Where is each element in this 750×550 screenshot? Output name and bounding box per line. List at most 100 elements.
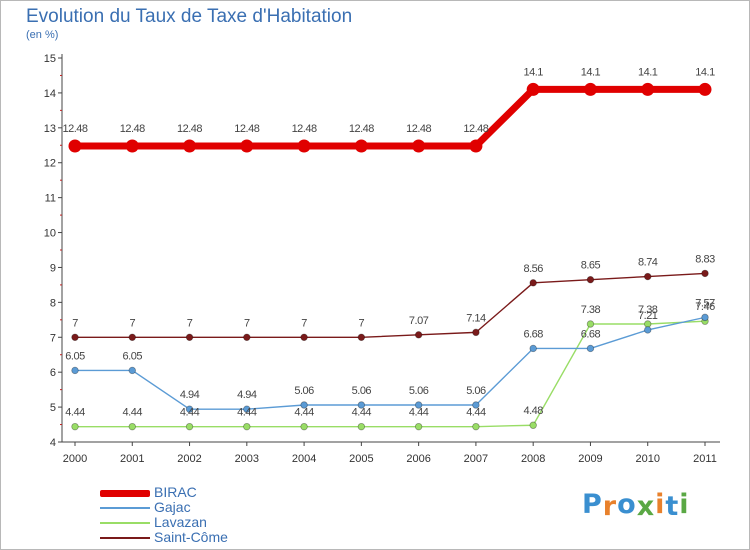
x-tick-label: 2002 <box>177 453 201 465</box>
x-tick-label: 2000 <box>63 453 87 465</box>
x-tick-label: 2007 <box>464 453 488 465</box>
data-point-lavazan <box>128 422 136 431</box>
data-label-lavazan: 4.44 <box>65 407 85 419</box>
legend-item: BIRAC <box>100 484 300 502</box>
legend-swatch <box>100 507 150 509</box>
x-tick-label: 2006 <box>406 453 430 465</box>
data-point-birac <box>125 139 139 153</box>
y-tick-label: 13 <box>44 123 56 135</box>
data-point-saint-côme <box>529 279 537 287</box>
data-label-birac: 12.48 <box>349 123 374 135</box>
data-point-gajac <box>357 401 366 409</box>
data-point-lavazan <box>300 422 308 431</box>
data-label-birac: 12.48 <box>177 123 202 135</box>
data-label-lavazan: 4.44 <box>466 407 486 419</box>
legend-swatch <box>100 489 150 497</box>
data-label-gajac: 5.06 <box>466 385 486 397</box>
data-label-lavazan: 4.44 <box>352 407 372 419</box>
data-point-gajac <box>414 401 423 409</box>
x-tick-label: 2011 <box>693 453 717 465</box>
data-label-birac: 14.1 <box>638 66 658 78</box>
data-label-saint-côme: 7.14 <box>466 312 486 324</box>
data-label-saint-côme: 7 <box>129 317 135 329</box>
y-tick-label: 11 <box>45 193 56 205</box>
data-label-birac: 14.1 <box>523 66 543 78</box>
data-label-saint-côme: 7 <box>187 317 193 329</box>
data-label-gajac: 5.06 <box>294 385 314 397</box>
data-point-lavazan <box>414 422 423 431</box>
data-point-birac <box>583 82 597 96</box>
data-point-saint-côme <box>71 333 79 341</box>
logo-letter: i <box>655 489 666 520</box>
data-label-gajac: 6.05 <box>123 350 143 362</box>
data-label-gajac: 4.94 <box>180 389 200 401</box>
data-label-birac: 12.48 <box>463 123 488 135</box>
data-point-lavazan <box>586 320 595 328</box>
data-point-gajac <box>701 313 709 322</box>
data-label-birac: 14.1 <box>581 66 601 78</box>
data-point-saint-côme <box>586 275 595 284</box>
legend-item: Gajac <box>100 499 300 517</box>
x-tick-label: 2005 <box>349 453 373 465</box>
data-point-saint-côme <box>472 328 480 337</box>
data-label-gajac: 6.68 <box>523 328 543 340</box>
legend-swatch <box>100 537 150 539</box>
data-label-birac: 14.1 <box>695 66 715 78</box>
data-label-saint-côme: 7 <box>72 317 78 329</box>
y-tick-label: 4 <box>50 437 56 449</box>
data-point-lavazan <box>71 422 79 431</box>
data-label-gajac: 5.06 <box>352 385 372 397</box>
legend-label: Saint-Côme <box>154 529 228 545</box>
data-point-birac <box>297 139 311 153</box>
series-line-gajac <box>74 316 706 410</box>
data-label-lavazan: 4.44 <box>123 407 143 419</box>
data-point-lavazan <box>243 422 251 431</box>
data-point-birac <box>354 139 368 153</box>
logo-letter: x <box>636 491 656 522</box>
data-label-saint-côme: 8.56 <box>523 263 543 275</box>
data-point-saint-côme <box>128 333 136 341</box>
data-label-birac: 12.48 <box>120 123 145 135</box>
data-label-gajac: 5.06 <box>409 385 429 397</box>
legend-label: Gajac <box>154 499 191 515</box>
data-point-birac <box>412 139 426 153</box>
data-label-lavazan: 7.38 <box>581 304 601 316</box>
data-point-birac <box>183 139 197 153</box>
series-line-saint-côme <box>74 272 706 338</box>
data-label-saint-côme: 7.07 <box>409 315 429 327</box>
data-point-saint-côme <box>300 333 308 341</box>
data-point-saint-côme <box>185 333 194 341</box>
data-label-saint-côme: 7 <box>244 317 250 329</box>
y-tick-label: 5 <box>50 402 56 414</box>
logo-letter: r <box>602 491 618 522</box>
data-point-saint-côme <box>357 333 366 341</box>
data-point-gajac <box>586 344 595 353</box>
data-point-lavazan <box>185 422 194 431</box>
data-point-birac <box>526 82 540 96</box>
y-tick-label: 8 <box>50 297 56 309</box>
y-tick-label: 9 <box>50 262 56 274</box>
data-point-lavazan <box>529 421 537 429</box>
data-label-saint-côme: 7 <box>301 317 307 329</box>
legend-swatch <box>100 522 150 524</box>
series-lines <box>71 85 709 428</box>
legend-label: Lavazan <box>154 514 207 530</box>
data-point-lavazan <box>472 422 480 431</box>
logo-letter: o <box>617 489 637 520</box>
data-point-gajac <box>243 405 251 413</box>
data-label-gajac: 7.21 <box>638 310 658 322</box>
data-point-birac <box>240 139 254 153</box>
data-labels: 12.48 12.48 12.48 12.48 12.48 12.48 12.48 12.48… <box>62 66 715 418</box>
data-label-lavazan: 4.44 <box>237 407 257 419</box>
data-label-gajac: 6.05 <box>65 350 85 362</box>
chart-title: Evolution du Taux de Taxe d'Habitation <box>26 6 353 27</box>
logo-letter: P <box>582 489 603 520</box>
series-line-birac <box>71 85 709 150</box>
x-tick-label: 2009 <box>578 453 602 465</box>
data-point-gajac <box>644 326 652 334</box>
data-point-gajac <box>128 366 136 375</box>
data-point-saint-côme <box>414 331 423 339</box>
data-point-gajac <box>71 366 79 375</box>
data-label-lavazan: 4.44 <box>180 407 200 419</box>
